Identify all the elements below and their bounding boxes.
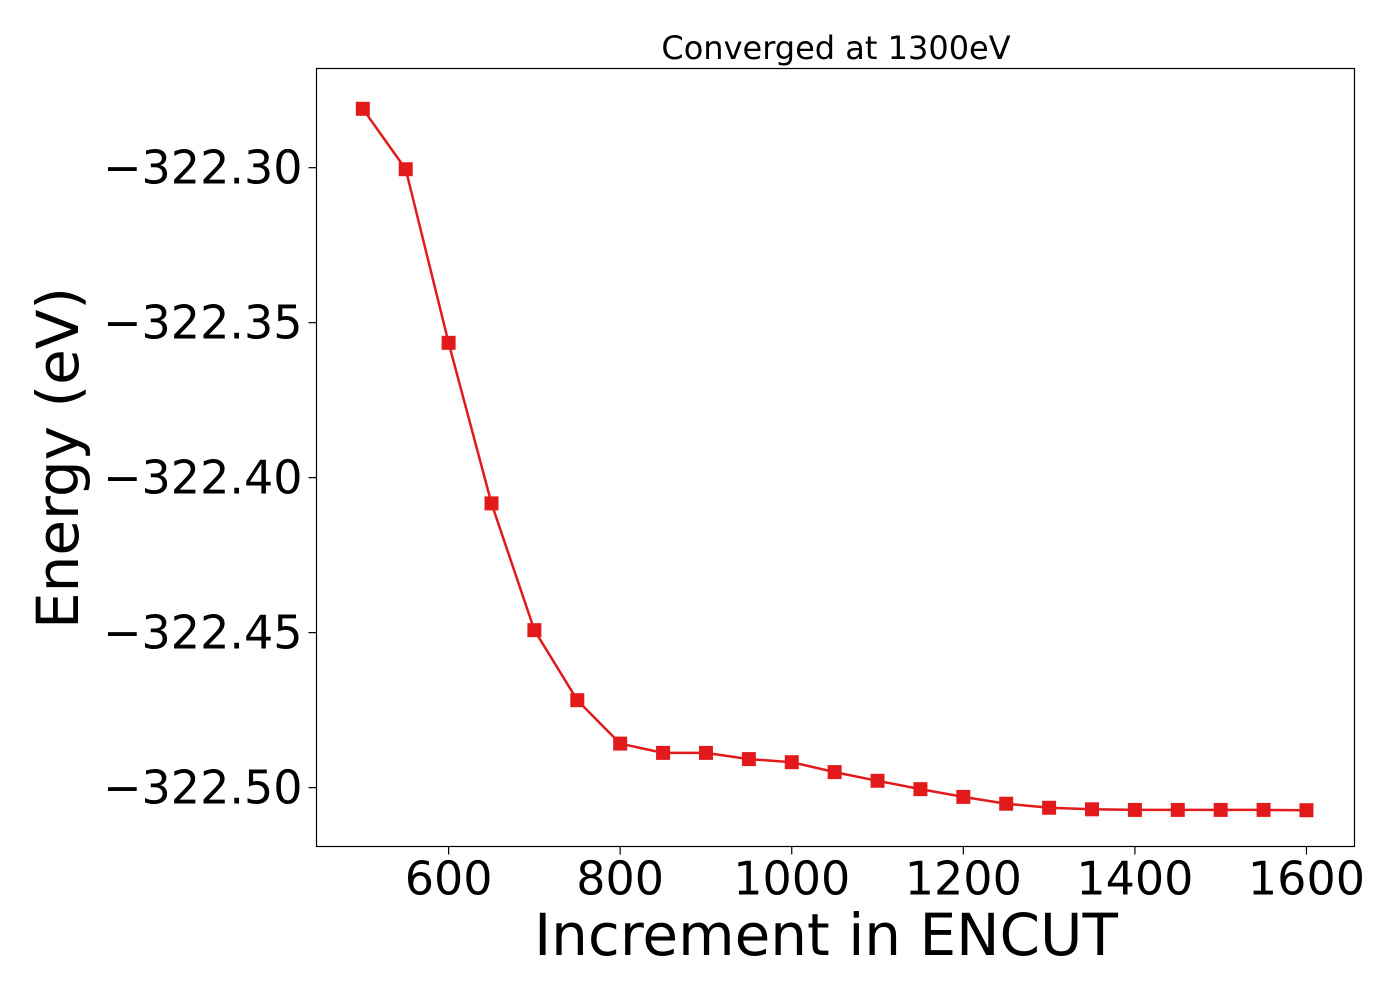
data-point-marker [1256,802,1271,817]
x-tick-label: 1600 [1248,852,1365,906]
data-point-marker [913,782,928,797]
series-line [361,108,1307,812]
series-layer [355,101,1314,818]
data-point-marker [870,773,885,788]
data-point-marker [613,736,628,751]
data-point-marker [784,755,799,770]
data-point-marker [956,789,971,804]
data-point-marker [827,765,842,780]
x-axis-label: Increment in ENCUT [534,901,1118,969]
y-tick-label: −322.30 [103,141,303,195]
data-point-marker [1042,800,1057,815]
x-tick-label: 1200 [905,852,1022,906]
data-point-marker [1299,803,1314,818]
data-point-marker [355,101,370,116]
y-tick-label: −322.45 [103,606,303,660]
x-tick-label: 600 [405,852,493,906]
data-point-marker [441,335,456,350]
data-point-marker [698,745,713,760]
data-point-marker [656,745,671,760]
x-tick-label: 800 [576,852,664,906]
data-point-marker [1170,802,1185,817]
plot-frame [315,67,1356,848]
data-point-marker [1127,802,1142,817]
y-tick-label: −322.40 [103,451,303,505]
x-tick-label: 1000 [733,852,850,906]
y-tick-label: −322.50 [103,761,303,815]
y-axis: −322.30 −322.35 −322.40 −322.45 −322.50 [103,141,317,815]
data-point-marker [570,693,585,708]
y-axis-label: Energy (eV) [24,287,92,629]
x-axis: 600 800 1000 1200 1400 1600 [405,846,1365,906]
data-point-marker [999,796,1014,811]
chart-title: Converged at 1300eV [661,29,1010,67]
data-point-marker [484,496,499,511]
y-tick-label: −322.35 [103,296,303,350]
data-point-marker [741,752,756,767]
x-tick-label: 1400 [1076,852,1193,906]
data-point-marker [398,162,413,177]
data-point-marker [1084,802,1099,817]
data-point-marker [527,623,542,638]
data-point-marker [1213,802,1228,817]
